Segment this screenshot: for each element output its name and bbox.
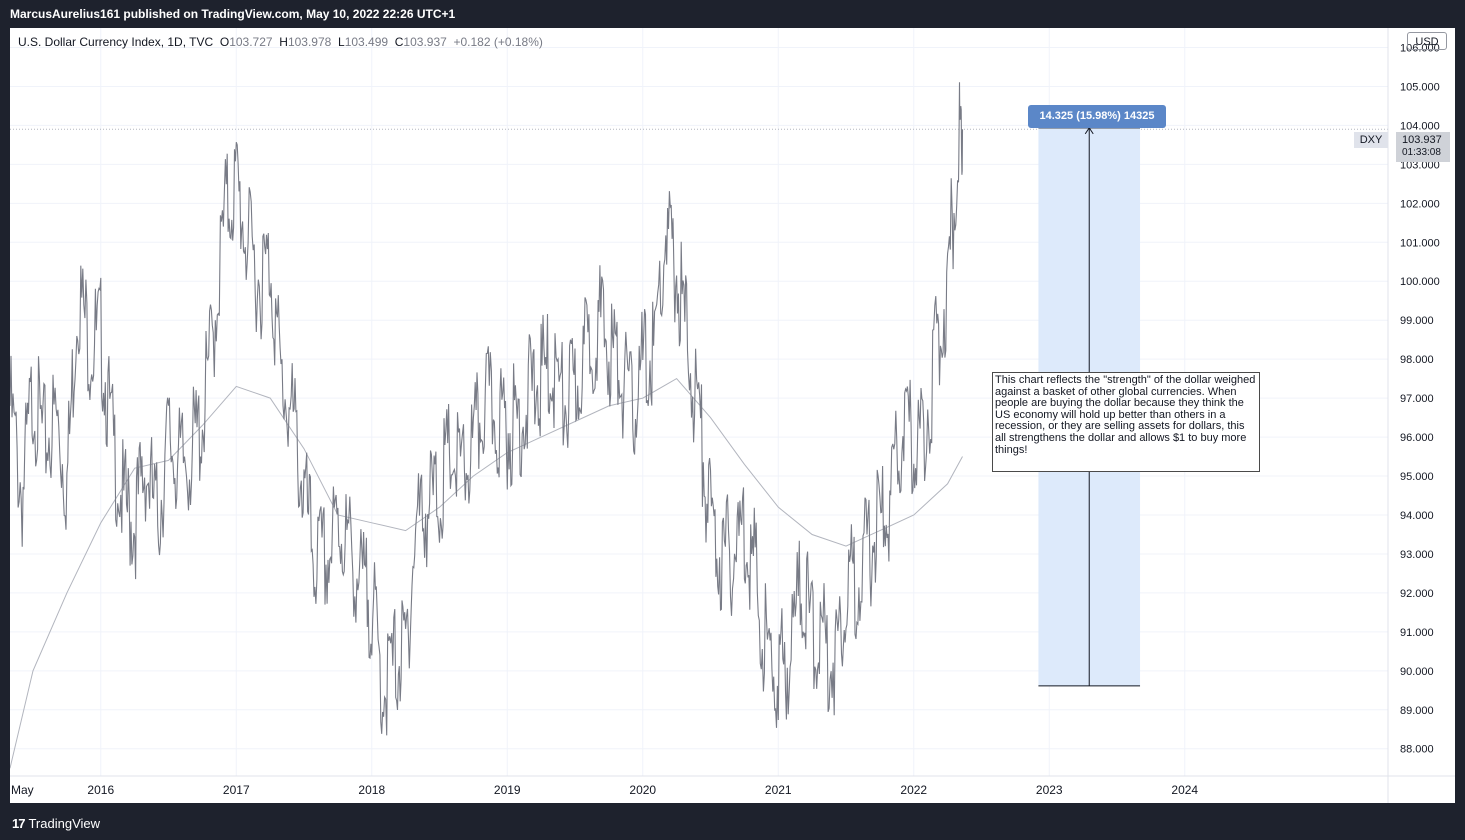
open-value: 103.727 [229,35,273,49]
high-label: H [279,35,288,49]
high-value: 103.978 [287,35,332,49]
chart-grid [10,28,1388,776]
ticker-tag: DXY [1354,132,1388,148]
annotation-note[interactable]: This chart reflects the "strength" of th… [992,372,1260,472]
x-tick-label: 2018 [358,783,385,797]
y-tick-label: 103.000 [1400,159,1440,171]
last-price-value: 103.937 [1402,134,1442,146]
y-tick-label: 104.000 [1400,120,1440,132]
x-tick-label: 2021 [765,783,792,797]
brand-name: TradingView [28,816,101,831]
moving-average-series [10,377,963,769]
change-value: +0.182 (+0.18%) [453,35,543,49]
y-tick-label: 89.000 [1400,705,1434,717]
y-tick-label: 95.000 [1400,471,1434,483]
x-tick-label: 2019 [494,783,521,797]
y-tick-label: 92.000 [1400,588,1434,600]
x-tick-label: 2023 [1036,783,1063,797]
y-tick-label: 97.000 [1400,393,1434,405]
close-value: 103.937 [403,35,447,49]
tradingview-logo[interactable]: 17 TradingView [12,816,100,831]
close-label: C [394,35,404,49]
x-tick-label: 2022 [900,783,927,797]
y-tick-label: 102.000 [1400,198,1440,210]
y-tick-label: 88.000 [1400,744,1434,756]
y-tick-label: 96.000 [1400,432,1434,444]
x-tick-label: May [11,783,34,797]
chart-frame: 88.000 89.000 90.000 91.000 92.000 93.000 94.0… [10,28,1455,803]
price-range-label[interactable]: 14.325 (15.98%) 14325 [1028,105,1166,128]
y-tick-label: 99.000 [1400,315,1434,327]
publisher-caption: MarcusAurelius161 published on TradingVi… [10,7,456,21]
price-axis: 88.000 89.000 90.000 91.000 92.000 93.000 94.0… [1387,28,1440,803]
y-tick-label: 98.000 [1400,354,1434,366]
tv-logo-icon: 17 [12,816,26,831]
time-axis: May 2016 2017 2018 2019 2020 2021 2022 2023 2024 [10,775,1455,797]
symbol-legend: U.S. Dollar Currency Index, 1D, TVC O103… [18,35,543,49]
low-label: L [338,35,345,49]
price-series [10,82,964,736]
x-tick-label: 2020 [629,783,656,797]
top-bar: MarcusAurelius161 published on TradingVi… [0,0,1465,28]
footer: 17 TradingView [0,804,1465,840]
x-tick-label: 2024 [1171,783,1198,797]
currency-badge[interactable]: USD [1407,32,1447,50]
open-label: O [219,35,230,49]
x-tick-label: 2017 [223,783,250,797]
y-tick-label: 100.000 [1400,276,1440,288]
y-tick-label: 91.000 [1400,627,1434,639]
y-tick-label: 90.000 [1400,666,1434,678]
bar-countdown: 01:33:08 [1402,147,1441,158]
y-tick-label: 101.000 [1400,237,1440,249]
price-line [10,82,964,736]
x-tick-label: 2016 [87,783,114,797]
y-tick-label: 105.000 [1400,81,1440,93]
y-tick-label: 94.000 [1400,510,1434,522]
y-tick-label: 93.000 [1400,549,1434,561]
low-value: 103.499 [344,35,389,49]
y-tick-label: 106.000 [1400,42,1440,54]
symbol-name: U.S. Dollar Currency Index, 1D, TVC [18,35,214,49]
last-price-tag: 103.937 01:33:08 [1396,132,1450,162]
moving-average-line [10,377,963,769]
